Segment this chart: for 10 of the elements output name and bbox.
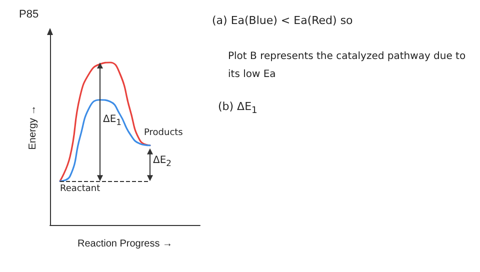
text: Plot B represents the catalyzed pathway due to its low Ea: [228, 50, 467, 82]
x-axis-title: Reaction Progress →: [77, 238, 173, 250]
text: (b) ΔE$_{1}$: [218, 100, 258, 116]
annotation: ΔE$_{1}$: [103, 114, 122, 127]
annotation: ΔE$_{2}$: [153, 155, 172, 168]
text: (a) Ea(Blue) < Ea(Red) so: [212, 14, 353, 27]
annotation: Reactant: [60, 184, 100, 194]
annotation: Products: [144, 128, 183, 138]
y-axis-title: Energy →: [28, 105, 38, 150]
chart-title: P85: [19, 8, 39, 20]
